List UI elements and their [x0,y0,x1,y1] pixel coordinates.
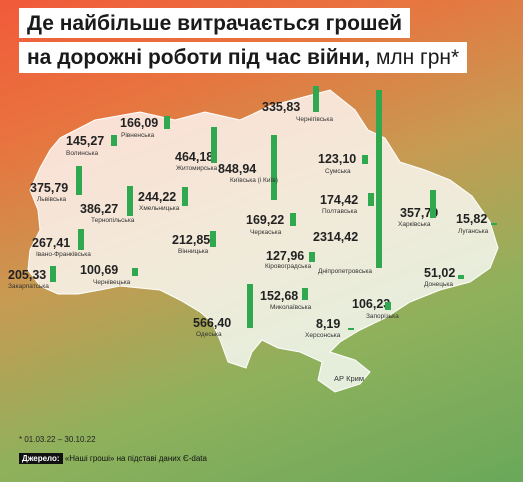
region-name-23: Херсонська [305,332,341,339]
region-value-22: 566,40 [193,316,232,330]
crimea-label: АР Крим [334,374,364,383]
region-bar-14 [210,230,216,247]
region-value-10: 357,79 [400,206,439,220]
region-name-18: Чернівецька [93,279,131,286]
region-name-4: Сумська [325,168,351,175]
region-bar-0 [111,134,117,146]
region-value-19: 51,02 [424,266,456,280]
title-line2: на дорожні роботи під час війни, млн грн… [19,42,468,73]
region-name-10: Харківська [398,221,431,228]
region-bar-21 [385,301,391,310]
region-bar-5 [76,166,82,195]
region-name-6: Київська (і Київ) [230,177,278,184]
title-line2-text: на дорожні роботи під час війни, [27,46,371,69]
region-bar-13 [78,229,84,250]
region-name-9: Полтавська [322,208,358,215]
region-name-1: Рівненська [121,132,155,139]
region-value-9: 174,42 [320,193,359,207]
region-name-15: Кіровоградська [265,263,312,270]
region-bar-1 [164,116,170,129]
region-bar-20 [302,288,308,300]
region-name-7: Тернопільська [91,217,135,224]
region-bar-6 [271,134,277,200]
region-name-13: Івано-Франківська [36,251,91,258]
region-value-11: 15,82 [456,212,488,226]
region-value-20: 152,68 [260,289,299,303]
region-bar-9 [368,192,374,206]
footnote: * 01.03.22 – 30.10.22 [19,435,96,444]
region-name-19: Донецька [424,281,454,288]
region-name-21: Запорізька [366,313,399,320]
region-name-8: Хмельницька [139,205,180,212]
region-bar-17 [50,266,56,282]
region-value-23: 8,19 [316,317,341,331]
region-bar-4 [362,154,368,164]
region-bar-15 [309,252,315,262]
region-value-7: 386,27 [80,202,119,216]
region-value-4: 123,10 [318,152,357,166]
region-value-14: 212,85 [172,233,211,247]
region-value-5: 375,79 [30,181,69,195]
region-bar-7 [127,186,133,216]
title-unit: млн грн* [375,46,460,69]
region-value-8: 244,22 [138,190,177,204]
region-bar-22 [247,284,253,328]
region-value-13: 267,41 [32,236,71,250]
region-value-15: 127,96 [266,249,305,263]
region-value-2: 335,83 [262,100,301,114]
region-name-0: Волинська [66,150,99,157]
region-bar-12 [290,212,296,226]
region-value-18: 100,69 [80,263,119,277]
region-value-6: 848,94 [218,162,257,176]
region-value-0: 145,27 [66,134,105,148]
region-name-12: Черкаська [250,229,282,236]
region-value-16: 2314,42 [313,230,359,244]
region-bar-3 [211,127,217,163]
region-name-5: Львівська [37,196,67,203]
region-bar-16 [376,90,382,268]
region-bar-19 [458,275,464,279]
region-value-21: 106,23 [352,297,391,311]
region-bar-2 [313,86,319,112]
region-name-2: Чернігівська [296,116,334,123]
region-name-17: Закарпатська [8,283,49,290]
region-bar-10 [430,190,436,218]
region-name-22: Одеська [196,331,222,338]
region-value-17: 205,33 [8,268,47,282]
region-value-12: 169,22 [246,213,285,227]
region-name-11: Луганська [458,228,489,235]
region-value-3: 464,18 [175,150,214,164]
source-label: Джерело: [19,453,63,464]
region-name-3: Житомирська [176,165,218,172]
source-text: «Наші гроші» на підставі даних Є-data [64,454,207,463]
region-value-1: 166,09 [120,116,159,130]
region-name-16: Дніпропетровська [318,268,372,275]
region-bar-18 [132,268,138,276]
region-bar-11 [491,223,497,225]
region-name-14: Вінницька [178,248,209,255]
source-line: Джерело: «Наші гроші» на підставі даних … [19,453,207,464]
title-line1: Де найбільше витрачається грошей [19,8,411,38]
region-bar-23 [348,328,354,330]
region-bar-8 [182,187,188,206]
region-name-20: Миколаївська [270,304,312,311]
